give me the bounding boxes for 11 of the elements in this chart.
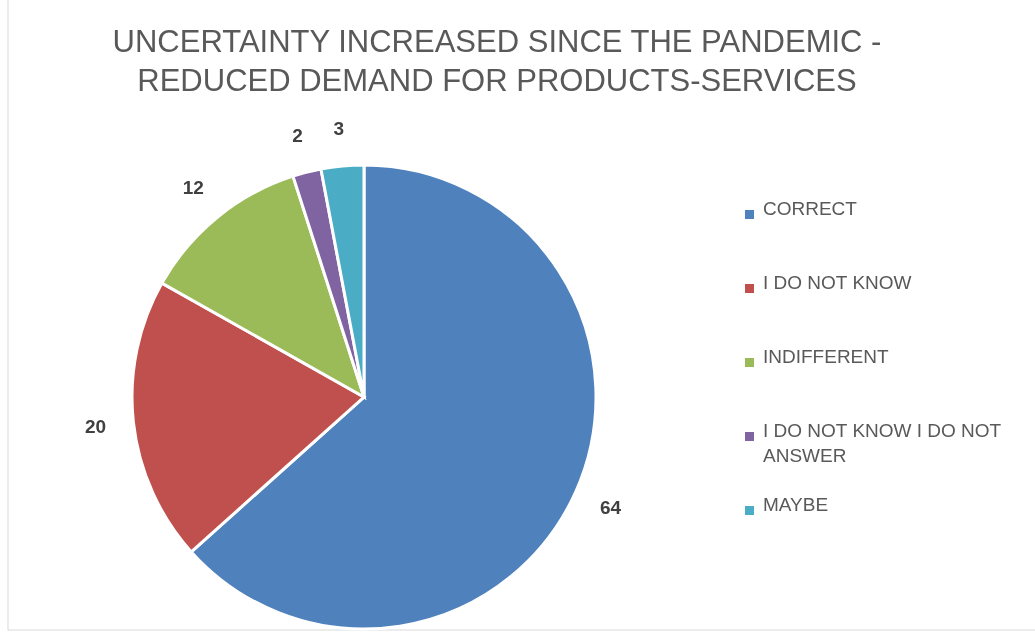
legend-label: INDIFFERENT [763, 346, 889, 367]
data-label: 2 [292, 124, 303, 146]
data-label: 64 [599, 496, 622, 518]
legend-label: I DO NOT KNOW [763, 272, 912, 293]
legend-label: CORRECT [763, 198, 858, 219]
data-label: 12 [182, 177, 204, 199]
legend-label: MAYBE [763, 494, 829, 515]
chart-title: UNCERTAINTY INCREASED SINCE THE PANDEMIC - REDUCED DEMAND FOR PRODUCTS-SERVICES [112, 24, 882, 98]
data-label: 20 [85, 415, 107, 437]
data-label: 3 [333, 117, 345, 139]
legend-label: I DO NOT KNOW I DO NOT ANSWER [763, 420, 1002, 466]
